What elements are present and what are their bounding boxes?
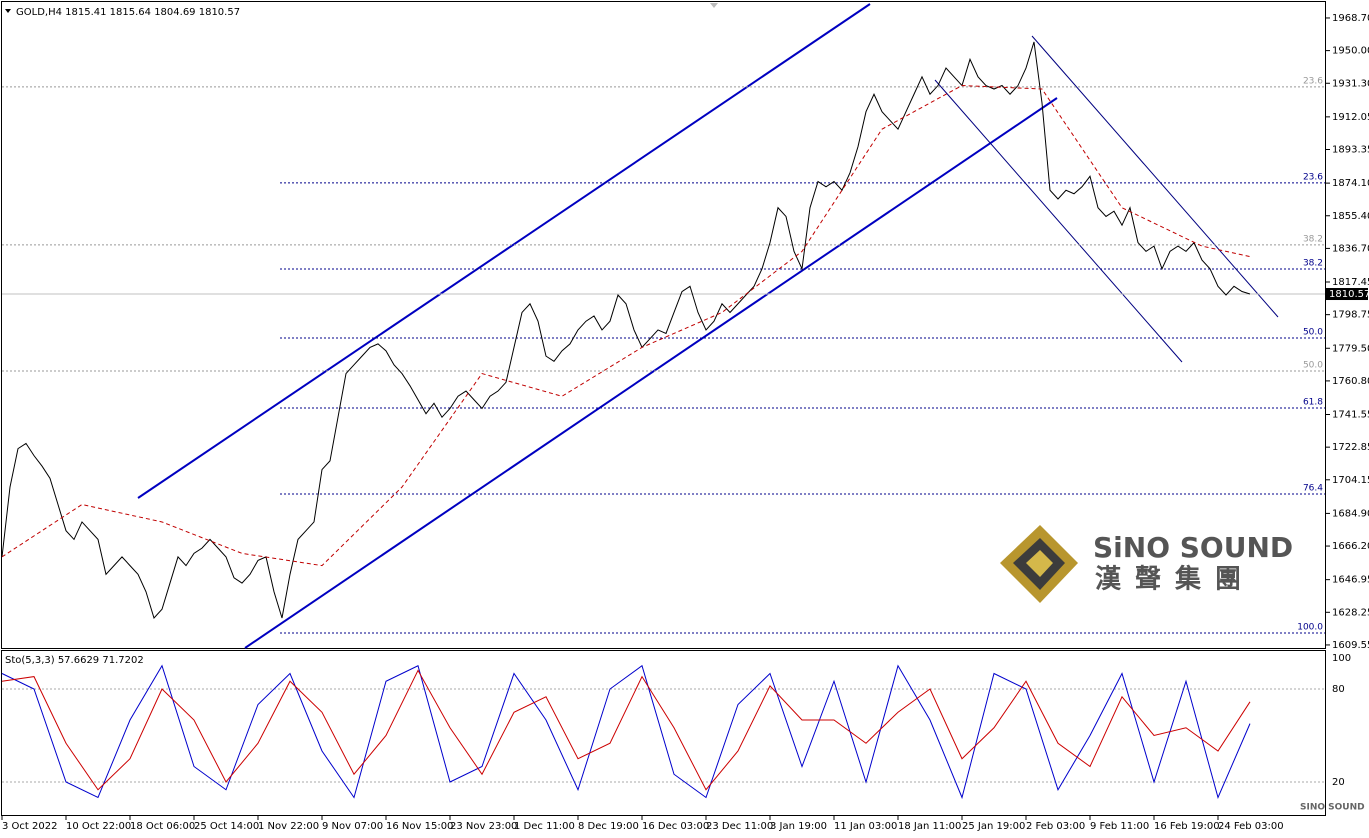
x-tick-label: 3 Oct 2022 xyxy=(2,821,57,832)
x-tick-label: 23 Nov 23:00 xyxy=(450,821,517,832)
y-tick-label: 1968.70 xyxy=(1332,13,1369,24)
x-tick-label: 11 Jan 03:00 xyxy=(834,821,897,832)
y-tick-label: 1646.95 xyxy=(1332,575,1369,586)
y-tick-label: 1609.55 xyxy=(1332,640,1369,651)
watermark: SINO SOUND xyxy=(1300,803,1365,813)
fib-label: 76.4 xyxy=(1303,484,1323,494)
shift-marker xyxy=(710,3,718,8)
stoch-panel xyxy=(1,650,1326,816)
y-tick-label: 1912.05 xyxy=(1332,112,1369,123)
channel-lower xyxy=(244,97,1058,649)
fib-label: 23.6 xyxy=(1303,76,1323,86)
y-tick-label: 1950.00 xyxy=(1332,46,1369,57)
x-tick-label: 10 Oct 22:00 xyxy=(66,821,131,832)
series-line xyxy=(1,41,1251,619)
y-tick-label: 1779.50 xyxy=(1332,343,1369,354)
x-tick-label: 2 Feb 03:00 xyxy=(1026,821,1085,832)
y-tick-label: 100 xyxy=(1332,653,1351,664)
fib-label: 23.6 xyxy=(1303,172,1323,182)
last-price-label: 1810.57 xyxy=(1329,289,1369,300)
y-tick-label: 1893.35 xyxy=(1332,145,1369,156)
y-tick-label: 1874.10 xyxy=(1332,178,1369,189)
x-tick-label: 23 Dec 11:00 xyxy=(706,821,773,832)
series-line xyxy=(1,664,1251,800)
x-tick-label: 24 Feb 03:00 xyxy=(1218,821,1284,832)
y-tick-label: 80 xyxy=(1332,684,1345,695)
x-tick-label: 3 Jan 19:00 xyxy=(770,821,827,832)
y-tick-label: 1931.30 xyxy=(1332,78,1369,89)
fib-label: 100.0 xyxy=(1297,622,1323,632)
y-tick-label: 1722.85 xyxy=(1332,442,1369,453)
down-channel-upper xyxy=(1031,35,1279,318)
stoch-title: Sto(5,3,3) 57.6629 71.7202 xyxy=(5,655,144,666)
x-tick-label: 16 Feb 19:00 xyxy=(1154,821,1220,832)
y-tick-label: 1704.15 xyxy=(1332,475,1369,486)
series-line xyxy=(1,85,1251,567)
y-tick-label: 1628.25 xyxy=(1332,607,1369,618)
y-tick-label: 1855.40 xyxy=(1332,211,1369,222)
x-tick-label: 8 Dec 19:00 xyxy=(578,821,639,832)
fib-label: 61.8 xyxy=(1303,397,1323,407)
fib-label: 38.2 xyxy=(1303,259,1323,269)
fib-label: 38.2 xyxy=(1303,234,1323,244)
x-tick-label: 16 Dec 03:00 xyxy=(642,821,709,832)
x-tick-label: 9 Feb 11:00 xyxy=(1090,821,1149,832)
channel-upper xyxy=(137,3,871,499)
y-tick-label: 1817.45 xyxy=(1332,277,1369,288)
y-tick-label: 1741.55 xyxy=(1332,410,1369,421)
x-tick-label: 18 Oct 06:00 xyxy=(130,821,195,832)
y-tick-label: 1798.75 xyxy=(1332,310,1369,321)
title-arrow xyxy=(5,9,11,13)
x-tick-label: 1 Nov 22:00 xyxy=(258,821,319,832)
y-tick-label: 20 xyxy=(1332,777,1345,788)
fib-label: 50.0 xyxy=(1303,360,1323,370)
x-tick-label: 25 Jan 19:00 xyxy=(962,821,1025,832)
x-tick-label: 18 Jan 11:00 xyxy=(898,821,961,832)
main-panel xyxy=(1,1,1326,649)
logo: SiNO SOUND 漢聲集團 xyxy=(1000,525,1293,603)
fib-label: 50.0 xyxy=(1303,327,1323,337)
series-line xyxy=(1,669,1251,791)
chart-title: GOLD,H4 1815.41 1815.64 1804.69 1810.57 xyxy=(16,7,240,18)
x-tick-label: 16 Nov 15:00 xyxy=(386,821,453,832)
last-price-box xyxy=(1326,288,1368,301)
x-tick-label: 1 Dec 11:00 xyxy=(514,821,575,832)
y-tick-label: 1836.70 xyxy=(1332,243,1369,254)
y-tick-label: 1760.80 xyxy=(1332,376,1369,387)
logo-chinese: 漢聲集團 xyxy=(1095,564,1255,595)
x-tick-label: 9 Nov 07:00 xyxy=(322,821,383,832)
y-tick-label: 1684.90 xyxy=(1332,508,1369,519)
down-channel-lower xyxy=(934,79,1183,363)
logo-name: SiNO SOUND xyxy=(1093,531,1293,564)
y-tick-label: 1666.20 xyxy=(1332,541,1369,552)
x-tick-label: 25 Oct 14:00 xyxy=(194,821,259,832)
